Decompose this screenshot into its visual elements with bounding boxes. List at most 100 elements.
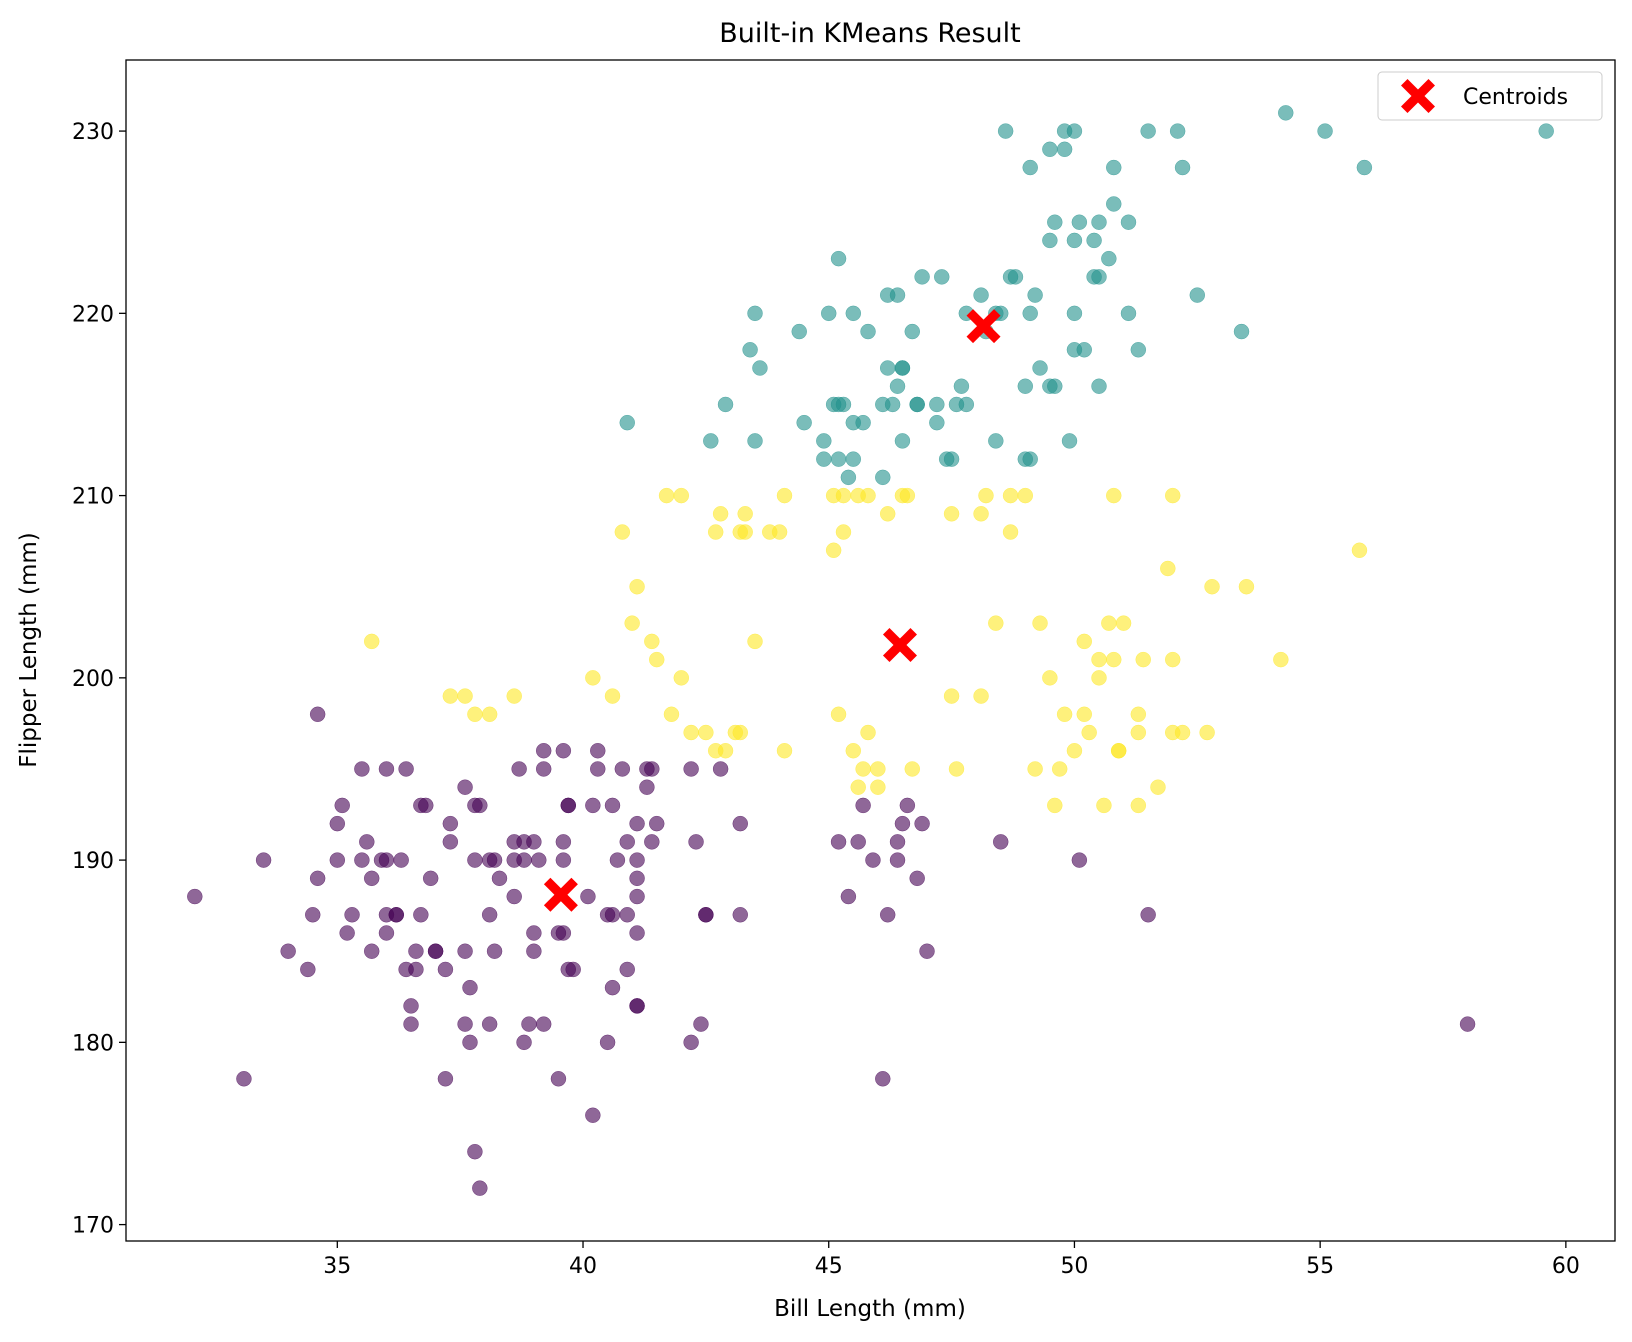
point-cluster-2-4 [481,706,498,723]
point-cluster-2-68 [1076,633,1093,650]
point-cluster-2-40 [850,779,866,795]
point-cluster-2-88 [1174,724,1191,741]
x-tick-label-60: 60 [1552,1254,1580,1279]
point-cluster-1-15 [830,451,847,467]
point-cluster-2-7 [604,688,621,704]
point-cluster-0-29 [403,1016,419,1032]
point-cluster-2-52 [948,761,965,777]
point-cluster-1-66 [1056,141,1073,158]
x-tick-label-40: 40 [569,1254,597,1279]
point-cluster-0-48 [467,852,483,868]
point-cluster-1-26 [879,360,896,376]
point-cluster-1-46 [973,287,989,303]
point-cluster-0-119 [830,834,847,850]
point-cluster-2-5 [506,688,522,704]
point-cluster-1-69 [1066,123,1083,139]
point-cluster-0-105 [639,779,655,795]
point-cluster-0-35 [422,870,439,887]
point-cluster-1-62 [1042,232,1058,249]
point-cluster-0-113 [693,1016,709,1032]
point-cluster-2-91 [1238,578,1255,595]
point-cluster-0-38 [437,961,454,978]
point-cluster-0-126 [889,834,906,850]
point-cluster-2-73 [1101,615,1117,631]
point-cluster-0-20 [378,852,395,868]
point-cluster-1-22 [860,323,876,340]
point-cluster-2-34 [825,542,842,559]
point-cluster-2-66 [1066,742,1083,759]
point-cluster-2-6 [585,670,601,686]
point-cluster-0-5 [304,907,321,923]
point-cluster-0-14 [354,852,370,868]
point-cluster-1-85 [1130,342,1147,358]
point-cluster-2-71 [1091,651,1107,668]
point-cluster-0-15 [359,834,375,850]
point-cluster-0-0 [187,888,203,905]
point-cluster-1-28 [889,378,906,394]
point-cluster-1-35 [909,396,925,413]
point-cluster-1-77 [1091,378,1107,394]
point-cluster-1-13 [830,250,847,267]
point-cluster-0-72 [535,742,552,759]
centroids-layer [543,309,1001,912]
point-cluster-0-34 [418,797,434,814]
point-cluster-2-25 [732,724,749,741]
point-cluster-1-83 [1120,214,1137,230]
point-cluster-1-29 [889,287,906,303]
point-cluster-0-93 [609,852,626,868]
point-cluster-2-79 [1130,797,1147,814]
point-cluster-0-4 [300,961,316,978]
point-cluster-0-89 [599,1034,616,1051]
point-cluster-0-104 [629,998,645,1014]
point-cluster-1-43 [953,378,970,394]
plot-frame [125,59,1616,1242]
point-cluster-0-110 [683,761,699,777]
point-cluster-0-101 [629,888,645,905]
point-cluster-1-78 [1091,214,1107,230]
point-cluster-2-63 [1047,797,1063,814]
point-cluster-2-58 [1002,524,1019,540]
point-cluster-1-64 [1047,214,1063,230]
point-cluster-2-59 [1017,487,1034,504]
point-cluster-1-20 [845,451,862,467]
point-cluster-1-68 [1061,433,1078,449]
point-cluster-2-77 [1110,742,1127,759]
point-cluster-0-6 [309,706,326,723]
point-cluster-2-43 [860,487,876,504]
point-cluster-0-87 [590,742,606,759]
point-cluster-0-125 [879,907,896,923]
point-cluster-0-40 [442,815,459,832]
point-cluster-2-57 [1002,487,1019,504]
point-cluster-0-111 [683,1034,699,1051]
point-cluster-0-99 [629,852,645,868]
point-cluster-2-90 [1204,578,1220,595]
point-cluster-1-63 [1047,378,1063,394]
point-cluster-0-57 [491,870,508,887]
point-cluster-1-11 [820,305,837,322]
point-cluster-0-37 [427,943,444,959]
point-cluster-0-17 [363,870,380,887]
point-cluster-2-22 [717,742,734,759]
point-cluster-1-41 [943,451,960,467]
point-cluster-1-44 [958,396,975,413]
point-cluster-2-13 [658,487,675,504]
legend-centroid-marker [1401,79,1435,113]
y-tick-label-170: 170 [72,1214,114,1239]
point-cluster-0-83 [580,888,596,905]
point-cluster-2-14 [663,706,680,723]
point-cluster-2-65 [1056,706,1073,723]
point-cluster-0-2 [255,852,272,868]
point-cluster-1-31 [894,433,911,449]
point-cluster-2-46 [879,506,896,522]
point-cluster-0-102 [629,925,645,941]
point-cluster-2-56 [988,615,1004,631]
centroid-marker-1 [966,309,1001,344]
point-cluster-0-122 [855,797,871,814]
point-cluster-0-42 [457,779,473,795]
point-cluster-2-70 [1091,670,1107,686]
point-cluster-2-10 [629,578,645,595]
point-cluster-1-16 [835,396,852,413]
point-cluster-1-86 [1140,123,1156,139]
point-cluster-0-52 [481,907,498,923]
point-cluster-2-2 [457,688,473,704]
